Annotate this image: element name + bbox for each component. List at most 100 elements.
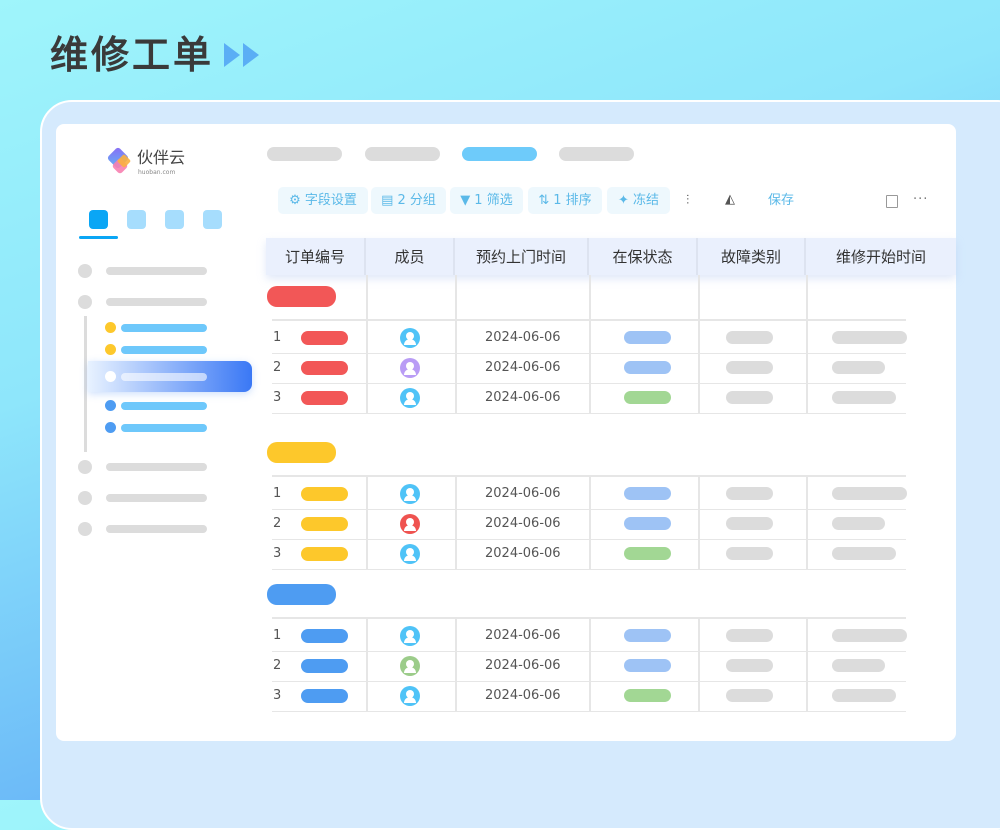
sidebar-tab-3[interactable] (165, 210, 184, 229)
column-divider (698, 275, 700, 413)
appointment-date: 2024-06-06 (485, 546, 561, 561)
fault-category (726, 659, 773, 672)
view-tab[interactable] (559, 147, 634, 161)
tab-underline (79, 236, 118, 239)
row-divider (272, 509, 906, 510)
nav-subitem[interactable] (121, 346, 207, 354)
column-header[interactable]: 预约上门时间 (455, 238, 589, 275)
appointment-date: 2024-06-06 (485, 516, 561, 531)
repair-start-time (832, 361, 885, 374)
gear-icon: ⚙ (289, 192, 301, 208)
column-header[interactable]: 在保状态 (589, 238, 698, 275)
warranty-status (624, 331, 671, 344)
group-label[interactable] (267, 442, 336, 463)
repair-start-time (832, 547, 896, 560)
order-id (301, 487, 348, 501)
sort-icon: ⇅ (538, 192, 550, 208)
order-id (301, 331, 348, 345)
logo-name: 伙伴云 (137, 148, 186, 167)
appointment-date: 2024-06-06 (485, 658, 561, 673)
row-number: 3 (273, 546, 282, 561)
warranty-status (624, 689, 671, 702)
column-divider (366, 275, 368, 413)
nav-icon (78, 460, 92, 474)
pin-icon: ✦ (618, 192, 629, 208)
nav-item[interactable] (106, 267, 207, 275)
column-divider (698, 617, 700, 711)
avatar[interactable] (400, 656, 420, 676)
chart-icon[interactable]: ◭ (725, 192, 735, 207)
nav-dot (105, 400, 116, 411)
row-divider (272, 539, 906, 540)
logo-icon (106, 146, 132, 175)
repair-start-time (832, 487, 907, 500)
appointment-date: 2024-06-06 (485, 330, 561, 345)
share-icon[interactable] (886, 195, 898, 208)
appointment-date: 2024-06-06 (485, 688, 561, 703)
row-divider (272, 681, 906, 682)
avatar[interactable] (400, 358, 420, 378)
nav-item[interactable] (106, 463, 207, 471)
view-tab-active[interactable] (462, 147, 537, 161)
more-icon[interactable]: ··· (913, 192, 929, 207)
avatar[interactable] (400, 626, 420, 646)
sidebar-tab-4[interactable] (203, 210, 222, 229)
nav-subitem[interactable] (121, 424, 207, 432)
nav-item[interactable] (106, 298, 207, 306)
order-id (301, 547, 348, 561)
order-id (301, 391, 348, 405)
avatar[interactable] (400, 388, 420, 408)
filter-icon: ▼ (460, 192, 471, 208)
warranty-status (624, 629, 671, 642)
freeze-button[interactable]: ✦ 冻结 (607, 187, 670, 214)
tree-line (84, 316, 87, 452)
fault-category (726, 629, 773, 642)
avatar[interactable] (400, 686, 420, 706)
view-tab[interactable] (365, 147, 440, 161)
fault-category (726, 331, 773, 344)
appointment-date: 2024-06-06 (485, 486, 561, 501)
avatar[interactable] (400, 544, 420, 564)
nav-item[interactable] (106, 494, 207, 502)
nav-icon (78, 295, 92, 309)
repair-start-time (832, 391, 896, 404)
nav-icon (78, 491, 92, 505)
avatar[interactable] (400, 514, 420, 534)
column-divider (698, 475, 700, 569)
group-label[interactable] (267, 584, 336, 605)
order-id (301, 659, 348, 673)
nav-subitem-active[interactable] (88, 361, 252, 392)
avatar[interactable] (400, 484, 420, 504)
nav-subitem[interactable] (121, 324, 207, 332)
nav-item[interactable] (106, 525, 207, 533)
field-settings-button[interactable]: ⚙ 字段设置 (278, 187, 368, 214)
row-height-icon[interactable]: ⫶ (686, 193, 690, 208)
warranty-status (624, 487, 671, 500)
column-header[interactable]: 故障类别 (698, 238, 806, 275)
row-divider (272, 319, 906, 321)
repair-start-time (832, 629, 907, 642)
column-divider (806, 617, 808, 711)
save-button[interactable]: 保存 (768, 193, 795, 208)
nav-subitem[interactable] (121, 402, 207, 410)
column-divider (455, 617, 457, 711)
column-divider (589, 617, 591, 711)
row-divider (272, 383, 906, 384)
warranty-status (624, 659, 671, 672)
view-tab[interactable] (267, 147, 342, 161)
column-header[interactable]: 成员 (366, 238, 455, 275)
warranty-status (624, 391, 671, 404)
group-button[interactable]: ▤ 2 分组 (371, 187, 446, 214)
sort-button[interactable]: ⇅ 1 排序 (528, 187, 602, 214)
group-label[interactable] (267, 286, 336, 307)
filter-button[interactable]: ▼ 1 筛选 (450, 187, 523, 214)
row-number: 2 (273, 658, 282, 673)
column-header[interactable]: 维修开始时间 (835, 247, 926, 266)
fault-category (726, 689, 773, 702)
sidebar-tab-1[interactable] (89, 210, 108, 229)
column-header[interactable]: 订单编号 (266, 238, 366, 275)
column-divider (366, 617, 368, 711)
avatar[interactable] (400, 328, 420, 348)
sidebar-tab-2[interactable] (127, 210, 146, 229)
row-divider (272, 569, 906, 570)
